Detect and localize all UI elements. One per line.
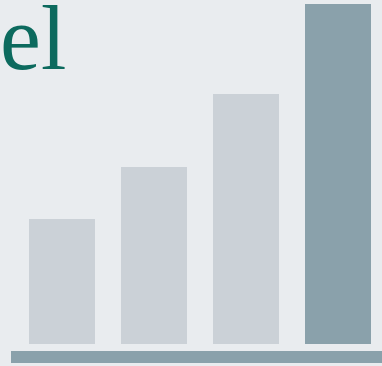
bar-1: [29, 219, 95, 344]
bar-2: [121, 167, 187, 344]
bar-4-highlighted: [305, 4, 371, 344]
heading-fragment: el: [0, 0, 67, 89]
bar-3: [213, 94, 279, 344]
chart-baseline: [11, 351, 382, 363]
